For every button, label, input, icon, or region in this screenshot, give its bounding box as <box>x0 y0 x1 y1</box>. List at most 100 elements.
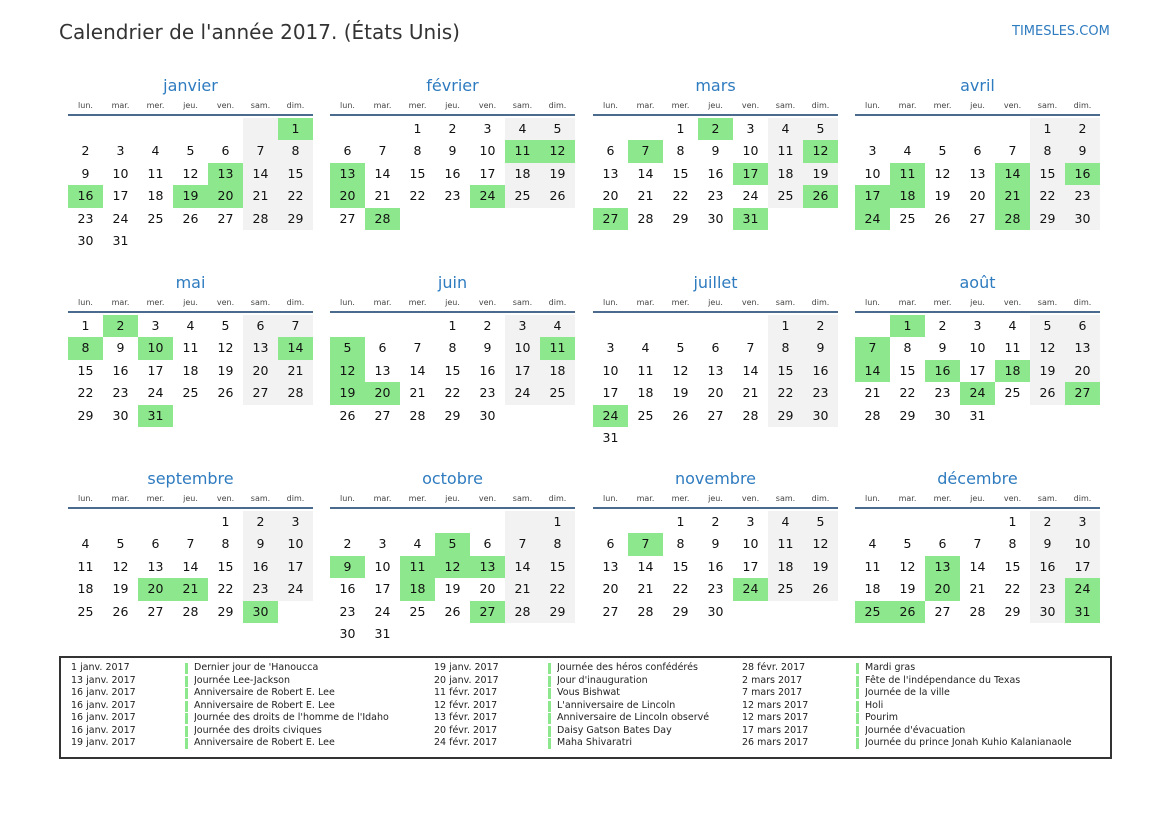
day-cell: 9 <box>81 165 90 181</box>
day-cell: 7 <box>746 340 755 356</box>
holiday-day-cell: 20 <box>365 382 400 405</box>
day-grid: 1 2 3 4 5 6 7 8 9 10 11 12 13 14 15 16 17 18 19 20 21 22 23 24 2… <box>855 315 1100 427</box>
day-cell: 24 <box>505 382 540 405</box>
day-grid: 1 2 3 4 5 6 7 8 9 10 11 12 13 14 15 16 17 18 19 20 21 22 23 24 2… <box>330 511 575 645</box>
day-cell: 29 <box>77 407 94 423</box>
day-cell: 9 <box>448 143 457 159</box>
day-cell: 4 <box>186 318 195 333</box>
day-cell: 28 <box>742 407 759 423</box>
weekday-label: mer. <box>933 494 952 503</box>
empty-cell <box>103 511 138 533</box>
holiday-date: 26 mars 2017 <box>742 737 809 748</box>
day-cell: 30 <box>707 603 724 619</box>
holiday-day-cell: 5 <box>330 337 365 360</box>
day-grid: 1 2 3 4 5 6 7 8 9 10 11 12 13 14 15 16 17 18 19 20 21 22 23 24 2… <box>593 511 838 623</box>
holiday-day-cell: 19 <box>173 185 208 208</box>
holiday-row: 28 févr. 2017 Mardi gras <box>742 662 1072 675</box>
day-cell: 19 <box>672 385 689 401</box>
holiday-day-cell: 24 <box>733 578 768 601</box>
holiday-row: 13 janv. 2017 Journée Lee-Jackson <box>71 675 389 688</box>
month-name: janvier <box>163 76 218 95</box>
day-cell: 22 <box>77 385 94 401</box>
day-cell: 5 <box>803 118 838 141</box>
weekday-label: lun. <box>603 101 618 110</box>
empty-cell <box>173 118 208 140</box>
holiday-day-cell: 18 <box>995 359 1030 383</box>
holiday-date: 1 janv. 2017 <box>71 662 130 673</box>
day-cell: 25 <box>899 210 916 226</box>
holiday-day-cell: 14 <box>855 359 890 383</box>
holiday-row: 17 mars 2017 Journée d'évacuation <box>742 725 1072 738</box>
day-cell: 1 <box>540 511 575 534</box>
day-cell: 18 <box>864 581 881 597</box>
holiday-color-marker <box>185 725 188 737</box>
empty-cell <box>995 118 1030 140</box>
day-cell: 10 <box>969 340 986 356</box>
weekday-label: mar. <box>373 298 392 307</box>
day-cell: 18 <box>147 188 164 204</box>
holiday-date: 13 févr. 2017 <box>434 712 498 723</box>
empty-cell <box>505 511 540 534</box>
day-cell: 29 <box>1004 603 1021 619</box>
day-cell: 7 <box>973 536 982 552</box>
day-cell: 25 <box>409 603 426 619</box>
holiday-day-cell: 26 <box>803 185 838 208</box>
day-cell: 26 <box>1030 382 1065 405</box>
day-cell: 1 <box>448 318 457 333</box>
day-cell: 25 <box>147 210 164 226</box>
day-cell: 5 <box>676 340 685 356</box>
day-cell: 25 <box>1004 385 1021 401</box>
day-cell: 3 <box>278 511 313 534</box>
holiday-color-marker <box>856 675 859 687</box>
day-cell: 19 <box>803 555 838 579</box>
day-cell: 1 <box>81 318 90 333</box>
weekday-label: ven. <box>216 298 235 307</box>
day-cell: 1 <box>413 121 422 136</box>
holiday-date: 20 févr. 2017 <box>434 724 498 736</box>
empty-cell <box>628 118 663 140</box>
holiday-list-column: 28 févr. 2017 Mardi gras 2 mars 2017 Fête d… <box>742 662 1072 750</box>
month-name: mars <box>695 76 736 95</box>
day-cell: 22 <box>444 385 461 401</box>
day-cell: 9 <box>803 337 838 360</box>
day-cell: 10 <box>112 165 129 181</box>
holiday-color-marker <box>548 663 551 674</box>
weekday-label: jeu. <box>183 298 198 307</box>
day-grid: 1 2 3 4 5 6 7 8 9 10 11 12 13 14 15 16 17 18 19 20 21 22 23 24 2… <box>593 118 838 230</box>
day-cell: 15 <box>672 165 689 181</box>
holiday-name: Pourim <box>865 712 899 723</box>
weekday-header: lun. mar. mer. jeu. ven. sam. dim. <box>330 294 575 313</box>
day-grid: 1 2 3 4 5 6 7 8 9 10 11 12 13 14 15 16 17 18 19 20 21 22 23 24 2… <box>68 315 313 427</box>
holiday-row: 24 févr. 2017 Maha Shivaratri <box>434 737 709 750</box>
day-cell: 26 <box>217 385 234 401</box>
day-cell: 22 <box>672 188 689 204</box>
holiday-date: 12 mars 2017 <box>742 699 809 711</box>
day-cell: 6 <box>711 340 720 356</box>
empty-cell <box>855 315 890 337</box>
day-cell: 22 <box>409 188 426 204</box>
day-cell: 23 <box>479 385 496 401</box>
day-cell: 21 <box>374 188 391 204</box>
weekday-label: lun. <box>865 298 880 307</box>
weekday-label: mar. <box>898 101 917 110</box>
day-cell: 28 <box>243 207 278 230</box>
day-cell: 27 <box>707 407 724 423</box>
weekday-label: mer. <box>146 101 165 110</box>
day-cell: 22 <box>217 581 234 597</box>
holiday-day-cell: 19 <box>330 382 365 405</box>
day-cell: 3 <box>378 536 387 552</box>
holiday-day-cell: 12 <box>330 359 365 383</box>
day-cell: 17 <box>147 362 164 378</box>
day-cell: 9 <box>483 340 492 356</box>
site-link[interactable]: TIMESLES.COM <box>1012 24 1110 39</box>
day-cell: 10 <box>742 536 759 552</box>
day-cell: 15 <box>77 362 94 378</box>
weekday-label: lun. <box>603 298 618 307</box>
weekday-label: lun. <box>78 494 93 503</box>
day-cell: 17 <box>112 188 129 204</box>
day-cell: 16 <box>112 362 129 378</box>
weekday-label: dim. <box>286 494 305 503</box>
holiday-row: 20 févr. 2017 Daisy Gatson Bates Day <box>434 725 709 738</box>
day-cell: 30 <box>1065 207 1100 230</box>
holiday-row: 2 mars 2017 Fête de l'indépendance du Tex… <box>742 675 1072 688</box>
